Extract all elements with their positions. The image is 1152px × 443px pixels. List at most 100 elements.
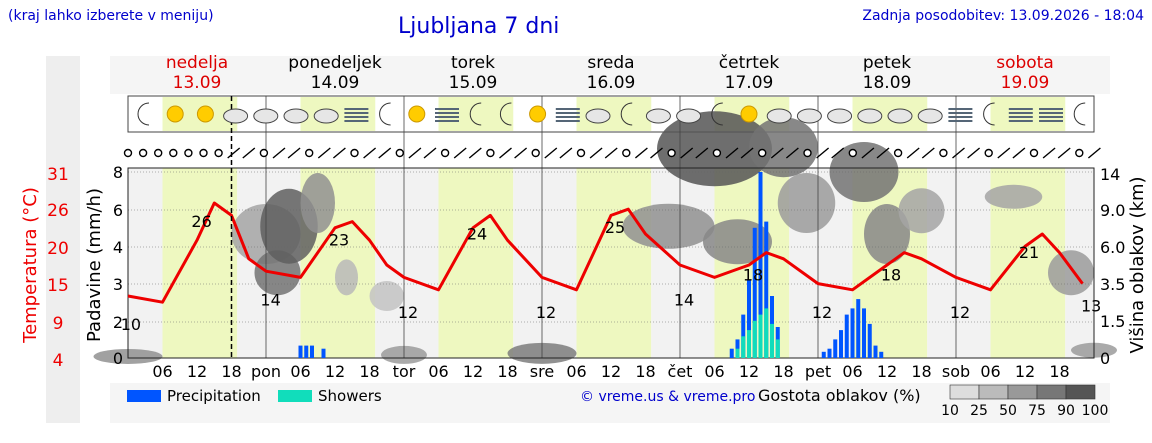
legend-showers: Showers [318,387,382,405]
x-tick-label: 12 [877,362,897,381]
day-name: nedelja [165,53,229,73]
showers-bar [758,314,763,358]
cloud-tick-label: 0 [1100,349,1110,368]
wind-calm-icon [531,148,540,158]
night-band [128,168,163,358]
precipitation-bar [856,299,861,358]
cloud-density-swatch [1036,384,1067,400]
wind-calm-icon [1075,148,1084,158]
precipitation-bar [844,314,849,358]
precip-tick-label: 8 [113,163,123,182]
temperature-label: 10 [121,315,141,334]
precipitation-bar [839,330,843,358]
plot-frame [127,167,1095,359]
wind-barb-icon [695,147,709,159]
wind-barb-icon [468,147,482,159]
cloud-density-tick: 75 [1028,403,1046,419]
legend-panel [110,383,1110,423]
temperature-label: 25 [605,218,625,237]
wind-barb-icon [378,147,392,159]
moon-icon [1073,102,1086,126]
wind-barb-icon [740,147,754,159]
left-side-panel [46,56,80,423]
x-tick-label: 06 [290,362,310,381]
cloud-tick-label: 9.0 [1100,201,1125,220]
cloud-density-tick: 25 [970,403,988,419]
showers-bar [770,323,774,358]
showers-bar [735,348,740,358]
wind-barb-icon [634,147,648,159]
wind-calm-icon [440,148,450,158]
wind-calm-icon [305,148,314,158]
day-name: sreda [587,53,635,73]
cloud-tick-label: 14 [1100,165,1120,184]
x-tick-label: 12 [463,362,483,381]
cloud-density-area [369,281,404,311]
wind-barb-icon [559,147,573,159]
wind-barb-icon [680,147,694,159]
cloud-density-tick: 90 [1057,403,1075,419]
daylight-band [162,168,238,358]
cloud-tick-label: 1.5 [1100,312,1125,331]
wind-barb-icon [997,147,1011,159]
wind-barb-icon [544,147,558,159]
cloud-icon [283,108,309,124]
day-date: 19.09 [1000,73,1050,93]
wind-calm-icon [712,148,722,158]
cloud-density-swatch [1065,384,1096,400]
precipitation-bar [873,345,878,358]
cloud-density-area [622,203,715,249]
wind-barb-icon [785,147,799,159]
precipitation-bar [758,172,763,358]
precip-tick-label: 2 [113,313,123,332]
wind-barb-icon [952,147,965,159]
cloud-density-swatch [949,384,980,400]
precipitation-bar [764,221,769,358]
showers-bar [775,339,780,358]
wind-calm-icon [667,148,676,158]
day-date: 13.09 [172,73,222,93]
x-tick-label: 18 [635,362,655,381]
wind-barb-icon [770,147,784,159]
wind-barb-icon [287,147,301,159]
precipitation-bar [827,348,832,358]
cloud-icon [223,108,249,124]
temperature-label: 24 [467,224,487,243]
cloud-icon [766,108,792,124]
day-name: torek [451,53,495,73]
precipitation-bar [862,308,866,358]
x-tick-label: pet [805,362,831,381]
precipitation-bar [867,323,872,358]
night-band [651,168,715,358]
showers-bar [747,330,751,358]
wind-calm-icon [758,148,767,158]
temperature-line [127,201,1084,304]
precipitation-bar [752,227,757,358]
sun-icon [529,105,547,123]
temp-tick-label: 20 [47,239,69,259]
wind-calm-icon [123,148,133,158]
temperature-label: 18 [743,266,763,285]
cloud-density-tick: 10 [941,403,959,419]
moon-icon [137,102,150,126]
page-title: Ljubljana 7 dni [398,14,560,39]
region-hint[interactable]: (kraj lahko izberete v meniju) [8,8,214,24]
wind-calm-icon [984,148,993,158]
day-name: petek [862,53,912,73]
cloud-axis-label: Višina oblakov (km) [1127,176,1148,353]
x-tick-label: 12 [187,362,207,381]
x-tick-label: 06 [704,362,724,381]
temperature-label: 21 [1019,243,1039,262]
sun-icon [166,105,184,123]
credit-link[interactable]: © vreme.us & vreme.pro [580,389,756,405]
day-name: sobota [996,53,1054,73]
temperature-label: 12 [812,303,832,322]
cloud-density-area [749,117,818,178]
cloud-density-area [777,173,836,233]
x-tick-label: 18 [773,362,793,381]
x-tick-label: 18 [911,362,931,381]
wind-barb-icon [317,147,331,159]
wind-barb-icon [1042,147,1056,159]
precipitation-bar [304,345,309,358]
